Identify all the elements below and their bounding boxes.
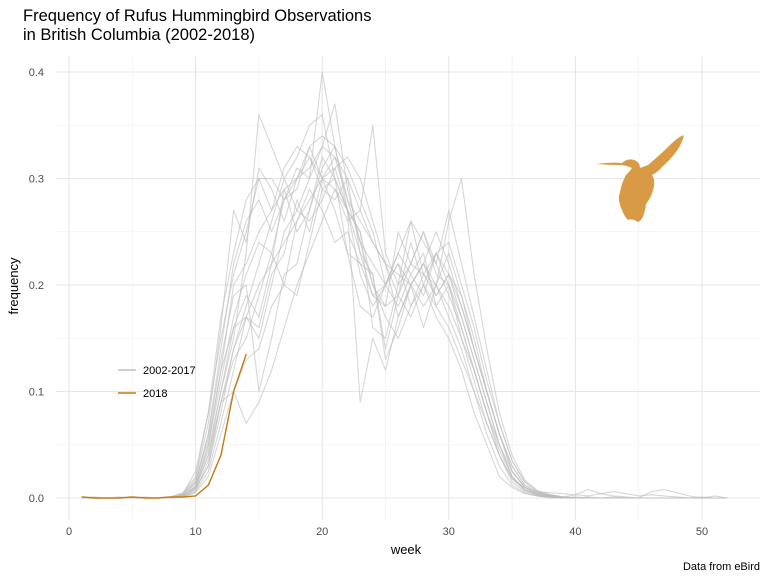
chart-title-line-1: Frequency of Rufus Hummingbird Observati…: [23, 7, 371, 25]
x-tick-label: 0: [66, 526, 72, 538]
series-line-2002-2017: [81, 188, 728, 499]
grid-lines: [56, 56, 760, 520]
x-tick-label: 40: [569, 526, 581, 538]
x-tick-labels: 0 10 20 30 40 50: [66, 526, 708, 538]
y-tick-label: 0.1: [29, 387, 44, 399]
y-tick-label: 0.4: [29, 67, 44, 79]
series-line-2002-2017: [81, 188, 728, 499]
series-line-2002-2017: [81, 156, 728, 499]
x-tick-label: 30: [443, 526, 455, 538]
chart-title-line-2: in British Columbia (2002-2018): [23, 26, 255, 44]
x-tick-label: 50: [696, 526, 708, 538]
x-tick-label: 20: [316, 526, 328, 538]
y-axis-label: frequency: [6, 257, 21, 315]
legend-label: 2018: [143, 388, 167, 400]
hummingbird-icon: [596, 135, 684, 222]
y-tick-label: 0.2: [29, 280, 44, 292]
y-tick-label: 0.3: [29, 174, 44, 186]
y-tick-label: 0.0: [29, 493, 44, 505]
y-tick-labels: 0.0 0.1 0.2 0.3 0.4: [29, 67, 44, 505]
x-axis-label: week: [390, 542, 422, 557]
x-tick-label: 10: [189, 526, 201, 538]
series-line-2002-2017: [81, 146, 728, 499]
legend-label: 2002-2017: [143, 365, 196, 377]
series-line-2018: [81, 353, 247, 499]
legend: 2002-2017 2018: [118, 365, 196, 400]
chart-caption: Data from eBird: [683, 561, 760, 573]
series-lines: [81, 71, 728, 499]
